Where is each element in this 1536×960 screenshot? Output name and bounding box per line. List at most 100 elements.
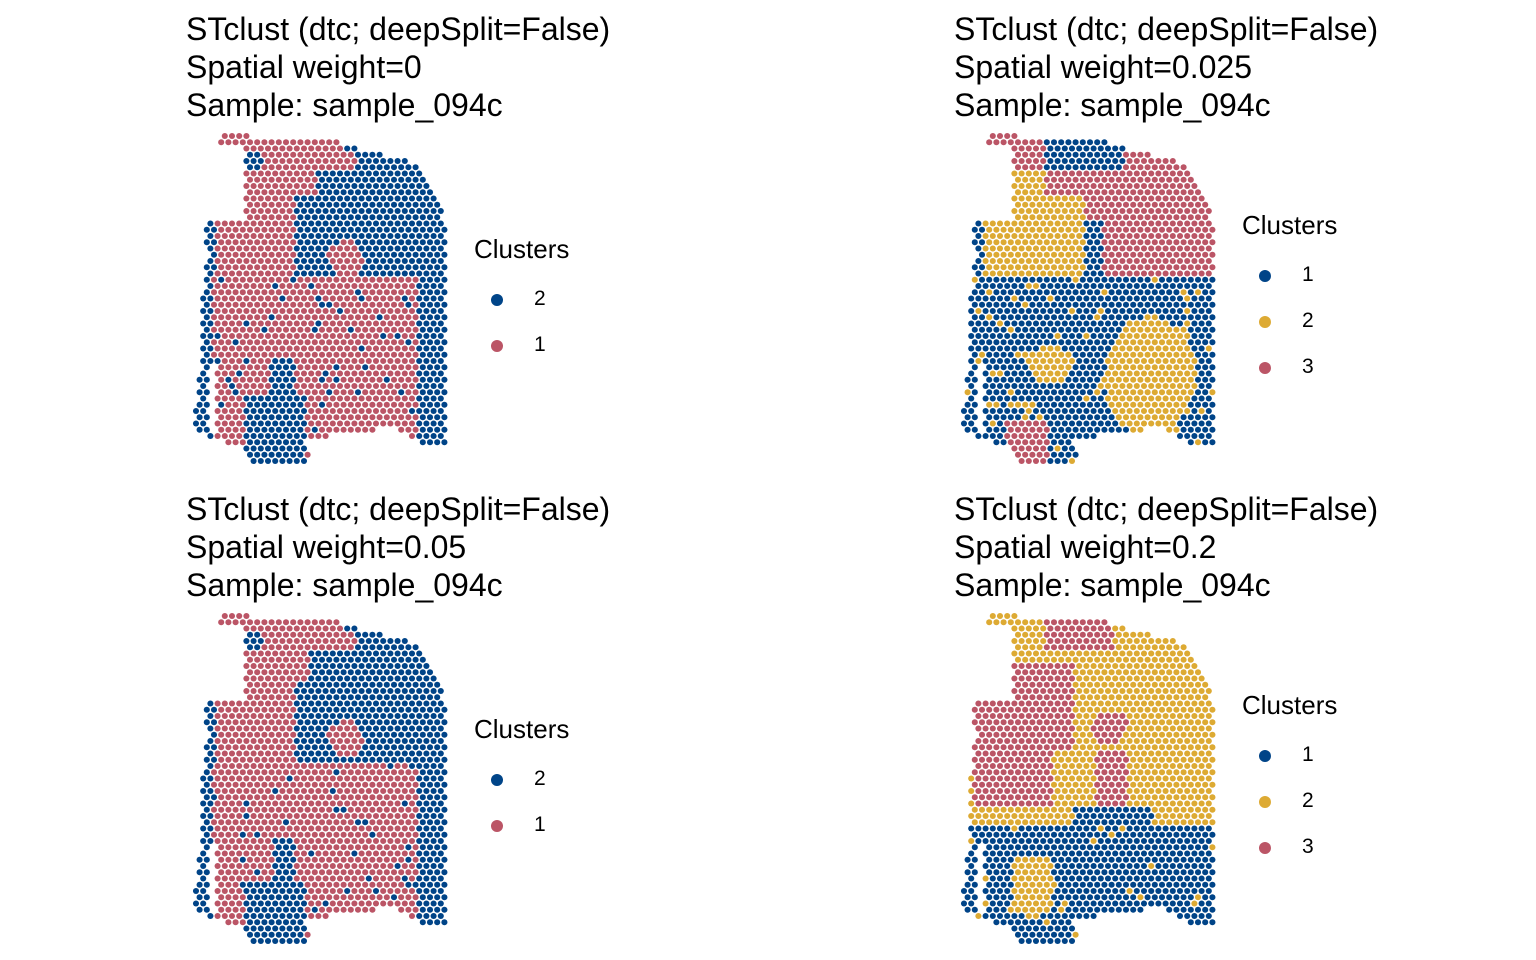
spot-point <box>1040 245 1047 252</box>
spot-point <box>1162 282 1169 290</box>
spot-point <box>1180 426 1187 433</box>
spot-point <box>1176 207 1184 215</box>
spot-point <box>308 257 315 265</box>
spot-point <box>1072 276 1079 283</box>
spot-point <box>264 245 272 252</box>
spot-point <box>275 731 282 738</box>
spot-point <box>1058 351 1065 358</box>
spot-point <box>376 389 383 396</box>
spot-point <box>1083 295 1090 302</box>
spot-point <box>394 270 401 277</box>
spot-point <box>261 919 268 926</box>
spot-point <box>401 170 408 177</box>
spot-point <box>1130 376 1137 383</box>
spot-point <box>1054 182 1061 190</box>
spot-point <box>308 650 315 657</box>
spot-point <box>214 432 221 440</box>
spot-point <box>203 401 210 408</box>
spot-point <box>225 831 232 838</box>
spot-point <box>1083 675 1090 682</box>
spot-point <box>203 844 210 851</box>
spot-point <box>1054 320 1061 327</box>
spot-point <box>254 301 261 308</box>
spot-point <box>275 681 282 688</box>
spot-point <box>243 700 250 707</box>
spot-point <box>243 687 250 695</box>
spot-point <box>401 220 408 227</box>
spot-point <box>354 781 362 788</box>
spot-point <box>1191 345 1198 352</box>
spot-point <box>372 837 380 845</box>
spot-point <box>272 382 279 390</box>
spot-point <box>441 351 448 358</box>
spot-point <box>1025 232 1032 240</box>
spot-point <box>293 712 300 720</box>
spot-point <box>1094 314 1101 321</box>
spot-point <box>1130 414 1137 421</box>
spot-point <box>430 332 437 340</box>
spot-point <box>232 794 239 801</box>
spot-point <box>210 289 218 296</box>
spot-point <box>1155 700 1162 707</box>
spot-point <box>982 332 989 340</box>
spot-point <box>1086 644 1094 651</box>
spot-point <box>286 207 293 215</box>
spot-point <box>1050 644 1058 651</box>
spot-point <box>1112 382 1119 390</box>
spot-point <box>387 700 394 707</box>
spot-point <box>441 769 448 776</box>
spot-point <box>254 314 261 321</box>
spot-point <box>405 351 412 358</box>
spot-point <box>365 712 372 720</box>
spot-point <box>340 781 347 788</box>
spot-point <box>387 382 394 390</box>
spot-point <box>336 812 344 820</box>
spot-point <box>1065 276 1072 283</box>
spot-point <box>282 844 290 851</box>
spot-point <box>416 257 423 265</box>
spot-point <box>272 775 279 782</box>
spot-point <box>1036 631 1043 638</box>
spot-point <box>336 382 344 390</box>
spot-point <box>297 314 304 321</box>
spot-point <box>250 220 257 227</box>
spot-point <box>1115 251 1122 258</box>
spot-point <box>282 239 290 246</box>
spot-point <box>272 737 279 745</box>
spot-point <box>1101 251 1108 258</box>
spot-point <box>268 139 275 146</box>
legend-key <box>491 820 503 832</box>
spot-point <box>315 182 322 190</box>
spot-point <box>225 264 232 271</box>
spot-point <box>419 769 426 776</box>
spot-point <box>986 314 993 321</box>
spot-point <box>369 719 376 726</box>
spot-point <box>365 687 372 695</box>
spot-point <box>1018 650 1025 657</box>
spot-point <box>268 769 275 776</box>
spot-point <box>1194 201 1202 208</box>
spot-point <box>362 301 369 308</box>
spot-point <box>221 787 228 795</box>
spot-point <box>387 737 394 745</box>
spot-point <box>1022 164 1029 171</box>
spot-point <box>243 925 250 932</box>
spot-point <box>340 756 347 763</box>
spot-point <box>196 881 203 888</box>
spot-point <box>297 919 304 926</box>
spot-point <box>362 251 369 258</box>
spot-point <box>401 700 408 707</box>
spot-point <box>964 401 971 408</box>
spot-point <box>362 276 369 283</box>
spot-point <box>333 781 340 788</box>
spot-point <box>214 875 221 882</box>
spot-point <box>1126 700 1133 707</box>
spot-point <box>975 232 982 240</box>
spot-point <box>390 289 398 296</box>
spot-point <box>254 669 261 676</box>
spot-point <box>257 307 264 315</box>
spot-point <box>426 314 434 321</box>
spot-point <box>326 681 333 688</box>
spot-point <box>329 887 336 895</box>
spot-point <box>1112 700 1119 707</box>
